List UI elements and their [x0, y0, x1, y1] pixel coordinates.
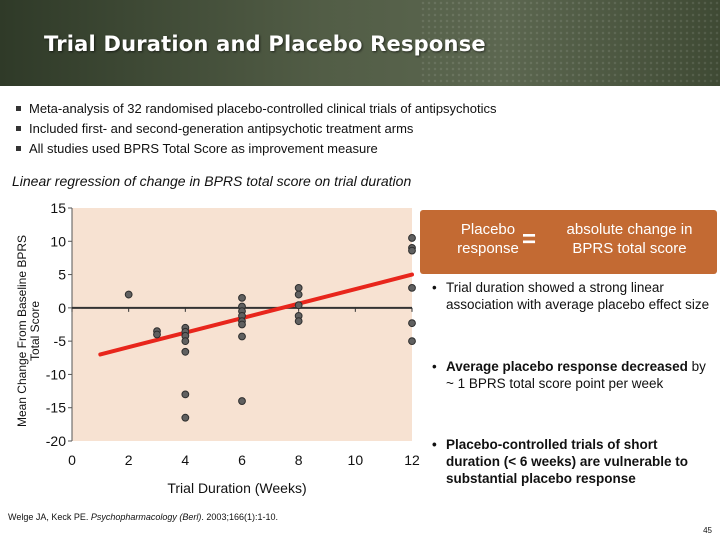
- equals-sign: =: [522, 226, 537, 253]
- data-point: [294, 290, 303, 299]
- regression-line: [98, 272, 414, 357]
- intro-bullet: Meta-analysis of 32 randomised placebo-c…: [14, 99, 497, 119]
- data-point: [294, 301, 303, 310]
- finding-1: • Trial duration showed a strong linear a…: [432, 280, 710, 312]
- x-tick-label: 4: [181, 452, 189, 468]
- x-tick-label: 8: [295, 452, 303, 468]
- y-tick-label: 5: [58, 267, 66, 283]
- data-point: [408, 337, 416, 346]
- data-point: [294, 283, 303, 292]
- intro-bullet: All studies used BPRS Total Score as imp…: [14, 139, 497, 159]
- data-point: [408, 234, 416, 242]
- square-bullet-icon: [16, 146, 21, 152]
- y-tick-label: 10: [50, 233, 66, 249]
- square-bullet-icon: [16, 106, 21, 112]
- data-point: [181, 347, 190, 356]
- data-point: [238, 302, 246, 311]
- data-point: [124, 290, 133, 299]
- data-point: [153, 327, 161, 336]
- data-point: [238, 320, 246, 329]
- x-tick-label: 12: [404, 452, 420, 468]
- data-point: [181, 331, 190, 340]
- chart-subtitle: Linear regression of change in BPRS tota…: [12, 173, 412, 189]
- plot-area: [72, 208, 412, 441]
- x-tick-label: 10: [348, 452, 364, 468]
- data-point: [181, 327, 190, 336]
- data-point: [238, 317, 246, 326]
- data-point: [238, 397, 246, 405]
- x-tick-label: 2: [125, 452, 133, 468]
- callout-left-term: Placebo response: [457, 221, 519, 257]
- x-tick-label: 0: [68, 452, 76, 468]
- bullet-dot-icon: •: [432, 359, 437, 374]
- data-point: [408, 246, 416, 255]
- data-point: [408, 244, 416, 252]
- data-point: [294, 317, 303, 326]
- data-point: [181, 337, 190, 346]
- data-point: [408, 283, 416, 292]
- data-point: [238, 293, 246, 302]
- placebo-definition-callout: Placebo response = absolute change in BP…: [420, 210, 717, 274]
- y-tick-label: 0: [58, 300, 66, 316]
- finding-2: • Average placebo response decreased by ~…: [432, 359, 706, 391]
- banner-texture: [420, 0, 720, 86]
- data-point: [181, 413, 190, 422]
- page-number: 45: [703, 526, 712, 535]
- data-point: [238, 332, 246, 341]
- data-point: [238, 307, 246, 316]
- data-point: [181, 323, 190, 332]
- y-tick-label: -5: [54, 333, 67, 349]
- x-tick-label: 6: [238, 452, 246, 468]
- bullet-dot-icon: •: [432, 280, 437, 295]
- data-point: [294, 311, 303, 320]
- finding-3: • Placebo-controlled trials of short dura…: [432, 437, 688, 486]
- data-point: [238, 311, 246, 320]
- callout-right-term: absolute change in BPRS total score: [566, 221, 693, 257]
- data-point: [181, 390, 190, 399]
- slide-title: Trial Duration and Placebo Response: [44, 32, 486, 56]
- citation: Welge JA, Keck PE. Psychopharmacology (B…: [8, 512, 278, 522]
- title-banner: Trial Duration and Placebo Response: [0, 0, 720, 86]
- x-axis-label: Trial Duration (Weeks): [167, 480, 306, 496]
- square-bullet-icon: [16, 126, 21, 132]
- data-point: [408, 319, 416, 328]
- data-point: [153, 330, 161, 339]
- intro-bullet: Included first- and second-generation an…: [14, 119, 497, 139]
- bullet-dot-icon: •: [432, 437, 437, 452]
- y-tick-label: 15: [50, 200, 66, 216]
- intro-bullets: Meta-analysis of 32 randomised placebo-c…: [14, 99, 497, 159]
- y-tick-label: -10: [46, 366, 66, 382]
- y-tick-label: -15: [46, 400, 66, 416]
- y-tick-label: -20: [46, 433, 66, 449]
- y-axis-label: Mean Change From Baseline BPRS Total Sco…: [15, 234, 42, 428]
